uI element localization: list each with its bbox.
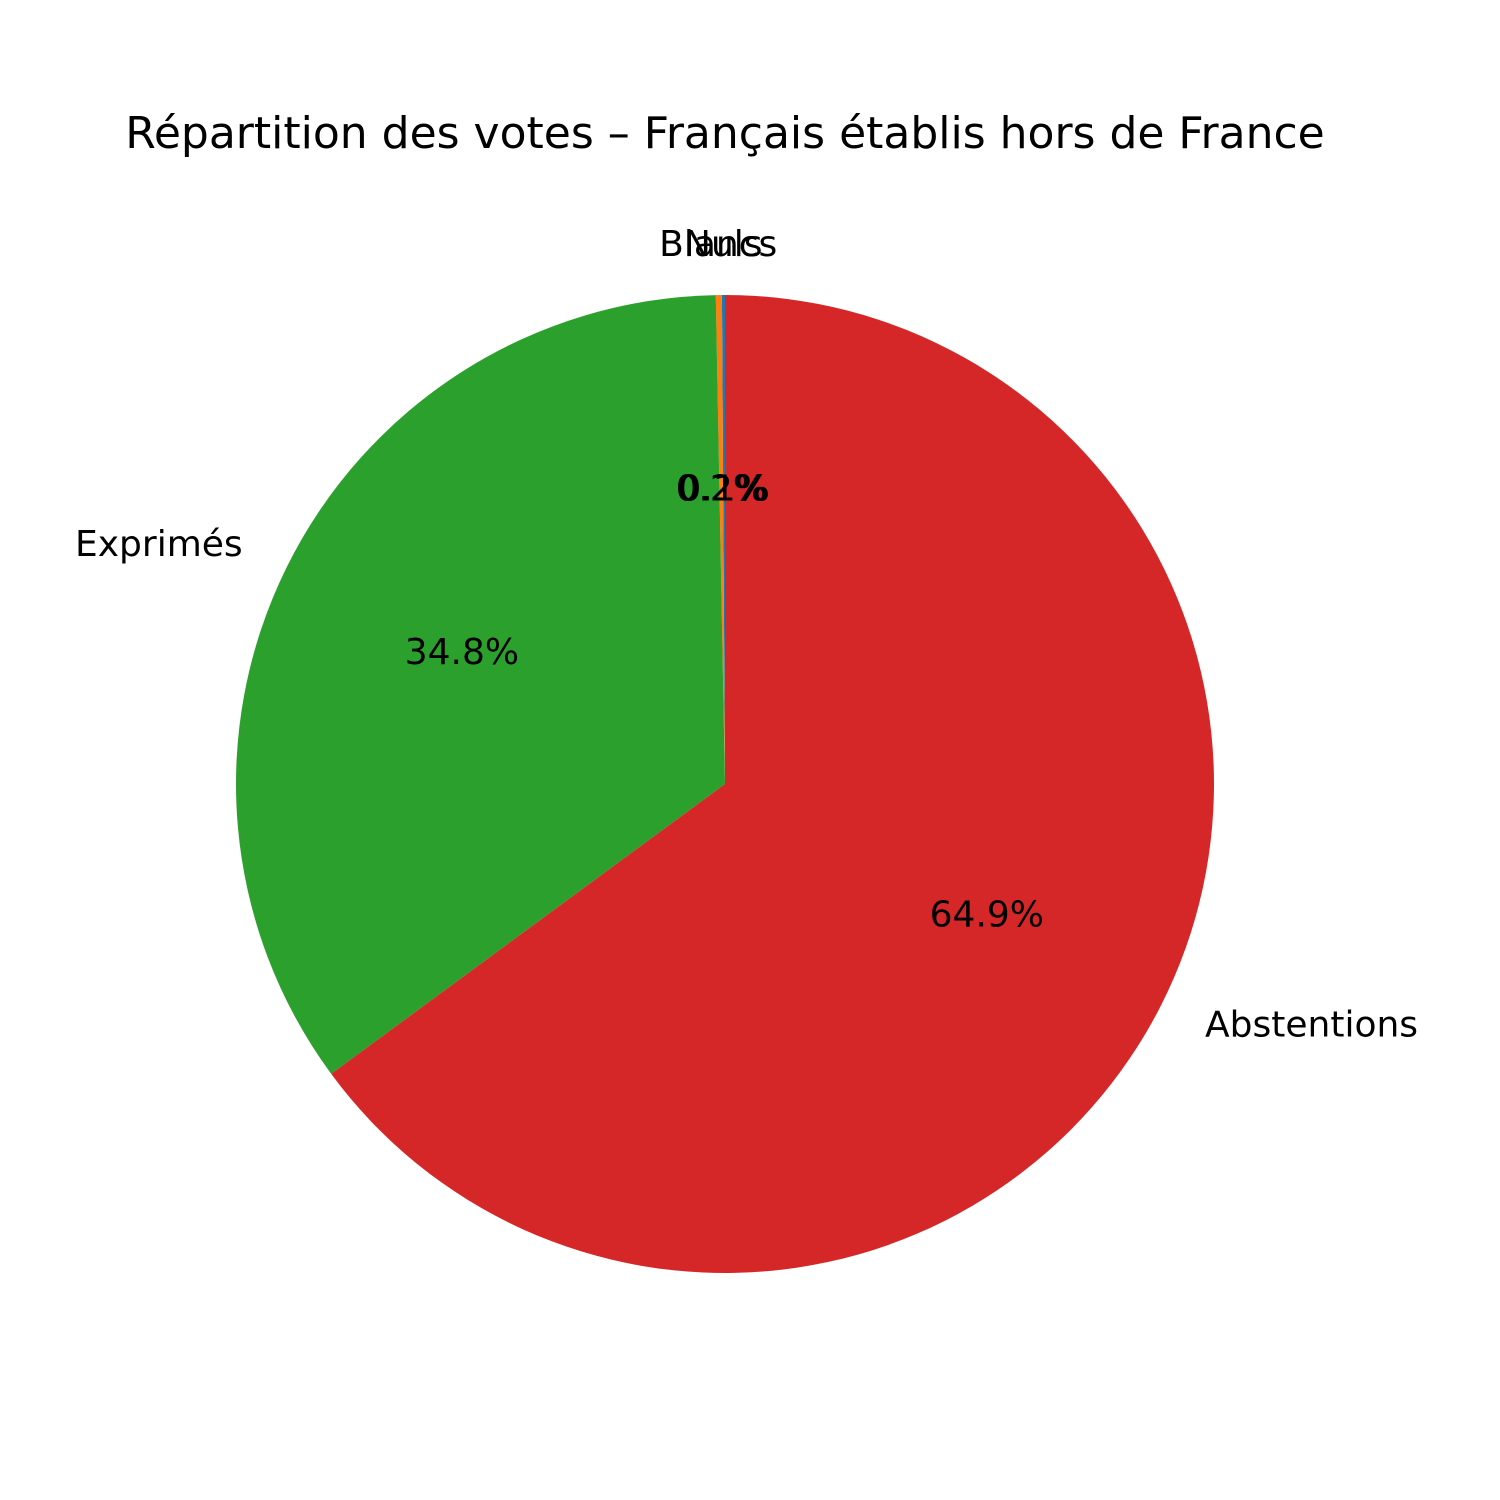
percentage-labels: 0.1%0.2% 34.8% 64.9% (405, 469, 1044, 936)
slice-label-blancs: Blancs (659, 224, 777, 265)
slice-label-exprimes: Exprimés (75, 524, 243, 565)
pct-label-nuls: 0.1% (678, 469, 769, 510)
pct-label-exprimes: 34.8% (405, 632, 519, 673)
pct-label-abstentions: 64.9% (930, 894, 1044, 935)
pct-label-blancs: 0.2% (676, 469, 767, 510)
pie-slice-abstentions (331, 295, 1214, 1273)
pie-slice-blancs (715, 295, 725, 784)
slice-label-abstentions: Abstentions (1205, 1005, 1418, 1046)
pie-slice-exprimes (235, 295, 725, 1074)
slice-label-nuls: Nuls (684, 224, 763, 265)
pie-slices (235, 295, 1214, 1273)
chart-title: Répartition des votes – Français établis… (125, 108, 1325, 159)
